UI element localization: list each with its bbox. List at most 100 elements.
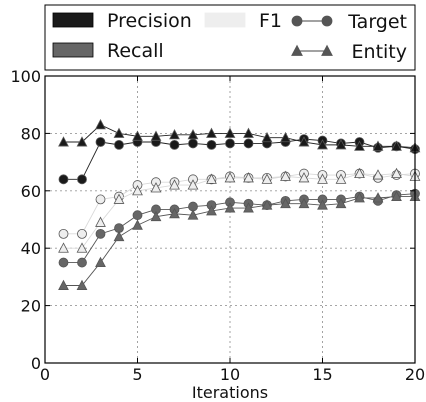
precision-entity-point <box>206 127 217 138</box>
entity-legend-marker <box>291 44 303 56</box>
f1-entity-point <box>317 173 328 184</box>
f1-target-point <box>58 228 69 239</box>
x-tick-label: 20 <box>405 365 425 384</box>
series-layer <box>58 118 421 290</box>
recall-target-point <box>58 257 69 268</box>
precision-entity-point <box>261 131 273 143</box>
y-tick-label: 20 <box>21 297 41 316</box>
recall-entity-series <box>58 190 421 290</box>
recall-target-point <box>95 228 106 239</box>
precision-entity-point <box>317 139 328 150</box>
precision-entity-series <box>58 118 421 153</box>
f1-entity-point <box>372 169 384 180</box>
f1-entity-point <box>95 216 106 227</box>
precision-entity-point <box>150 130 162 141</box>
recall-entity-point <box>243 202 254 213</box>
precision-entity-point <box>132 130 143 141</box>
ticks: 0 20 40 60 80 100 0 5 10 15 20 <box>10 67 425 384</box>
precision-entity-point <box>243 127 254 138</box>
recall-entity-point <box>372 192 384 203</box>
f1-entity-point <box>150 182 162 193</box>
precision-legend-label: Precision <box>107 10 192 32</box>
f1-entity-point <box>206 173 217 184</box>
precision-target-point <box>169 139 180 150</box>
recall-target-series <box>58 188 420 268</box>
y-tick-label: 100 <box>10 67 41 86</box>
f1-entity-series <box>58 167 421 253</box>
precision-entity-point <box>95 118 106 130</box>
recall-entity-point <box>280 197 291 209</box>
f1-target-point <box>95 194 106 205</box>
precision-entity-point <box>280 131 291 143</box>
entity-legend-label: Entity <box>352 41 407 63</box>
precision-entity-point <box>169 129 180 140</box>
recall-legend-label: Recall <box>107 40 164 62</box>
precision-entity-point <box>187 129 199 140</box>
recall-entity-point <box>76 279 88 290</box>
precision-entity-point <box>113 127 125 138</box>
f1-entity-point <box>391 167 402 179</box>
precision-target-point <box>95 137 106 147</box>
recall-entity-point <box>261 199 273 210</box>
f1-entity-point <box>187 179 199 190</box>
y-tick-label: 60 <box>21 182 41 201</box>
recall-entity-point <box>224 202 236 213</box>
f1-entity-point <box>243 172 254 183</box>
recall-entity-point <box>206 205 217 216</box>
entity-legend-marker <box>321 44 333 56</box>
f1-entity-point <box>335 173 347 184</box>
recall-entity-point <box>169 207 180 219</box>
f1-entity-point <box>298 172 310 183</box>
recall-entity-point <box>317 199 328 210</box>
recall-entity-point <box>113 230 125 242</box>
recall-entity-point <box>354 192 365 203</box>
precision-target-series <box>58 134 420 185</box>
x-tick-label: 0 <box>40 365 50 384</box>
recall-target-point <box>77 257 87 268</box>
recall-entity-point <box>391 190 402 201</box>
precision-entity-point <box>391 140 402 151</box>
f1-entity-point <box>132 184 143 196</box>
precision-target-point <box>188 138 198 149</box>
precision-target-point <box>225 138 235 149</box>
precision-target-point <box>77 174 87 185</box>
f1-entity-point <box>113 193 125 204</box>
y-tick-label: 0 <box>31 354 41 373</box>
f1-legend-label: F1 <box>259 10 282 32</box>
f1-entity-point <box>354 167 365 179</box>
f1-entity-point <box>224 172 236 183</box>
precision-legend-swatch <box>52 12 94 28</box>
x-tick-label: 15 <box>312 365 332 384</box>
recall-entity-point <box>298 197 310 209</box>
recall-entity-point <box>95 256 106 268</box>
precision-entity-point <box>354 140 365 151</box>
f1-target-series <box>58 168 420 239</box>
precision-target-point <box>243 138 254 149</box>
target-legend-marker <box>321 15 333 27</box>
x-tick-label: 5 <box>132 365 142 384</box>
f1-entity-point <box>261 173 273 184</box>
y-tick-label: 40 <box>21 239 41 258</box>
precision-entity-point <box>298 136 310 147</box>
x-tick-label: 10 <box>220 365 240 384</box>
f1-legend-swatch <box>204 12 246 28</box>
recall-entity-point <box>187 209 199 220</box>
recall-entity-point <box>150 210 162 222</box>
f1-entity-point <box>76 242 88 253</box>
precision-entity-point <box>58 136 69 147</box>
recall-entity-point <box>58 279 69 290</box>
x-axis-title: Iterations <box>192 383 268 402</box>
f1-target-point <box>77 228 87 239</box>
y-tick-label: 80 <box>21 124 41 143</box>
precision-entity-point <box>335 139 347 150</box>
f1-entity-point <box>58 242 69 253</box>
f1-entity-point <box>280 170 291 181</box>
precision-entity-point <box>372 140 384 151</box>
precision-target-point <box>206 139 217 150</box>
precision-target-point <box>114 139 124 150</box>
recall-entity-point <box>132 219 143 230</box>
legend: Precision Recall F1 Target Entity <box>44 4 416 71</box>
recall-entity-point <box>335 197 347 209</box>
recall-legend-swatch <box>52 42 94 58</box>
